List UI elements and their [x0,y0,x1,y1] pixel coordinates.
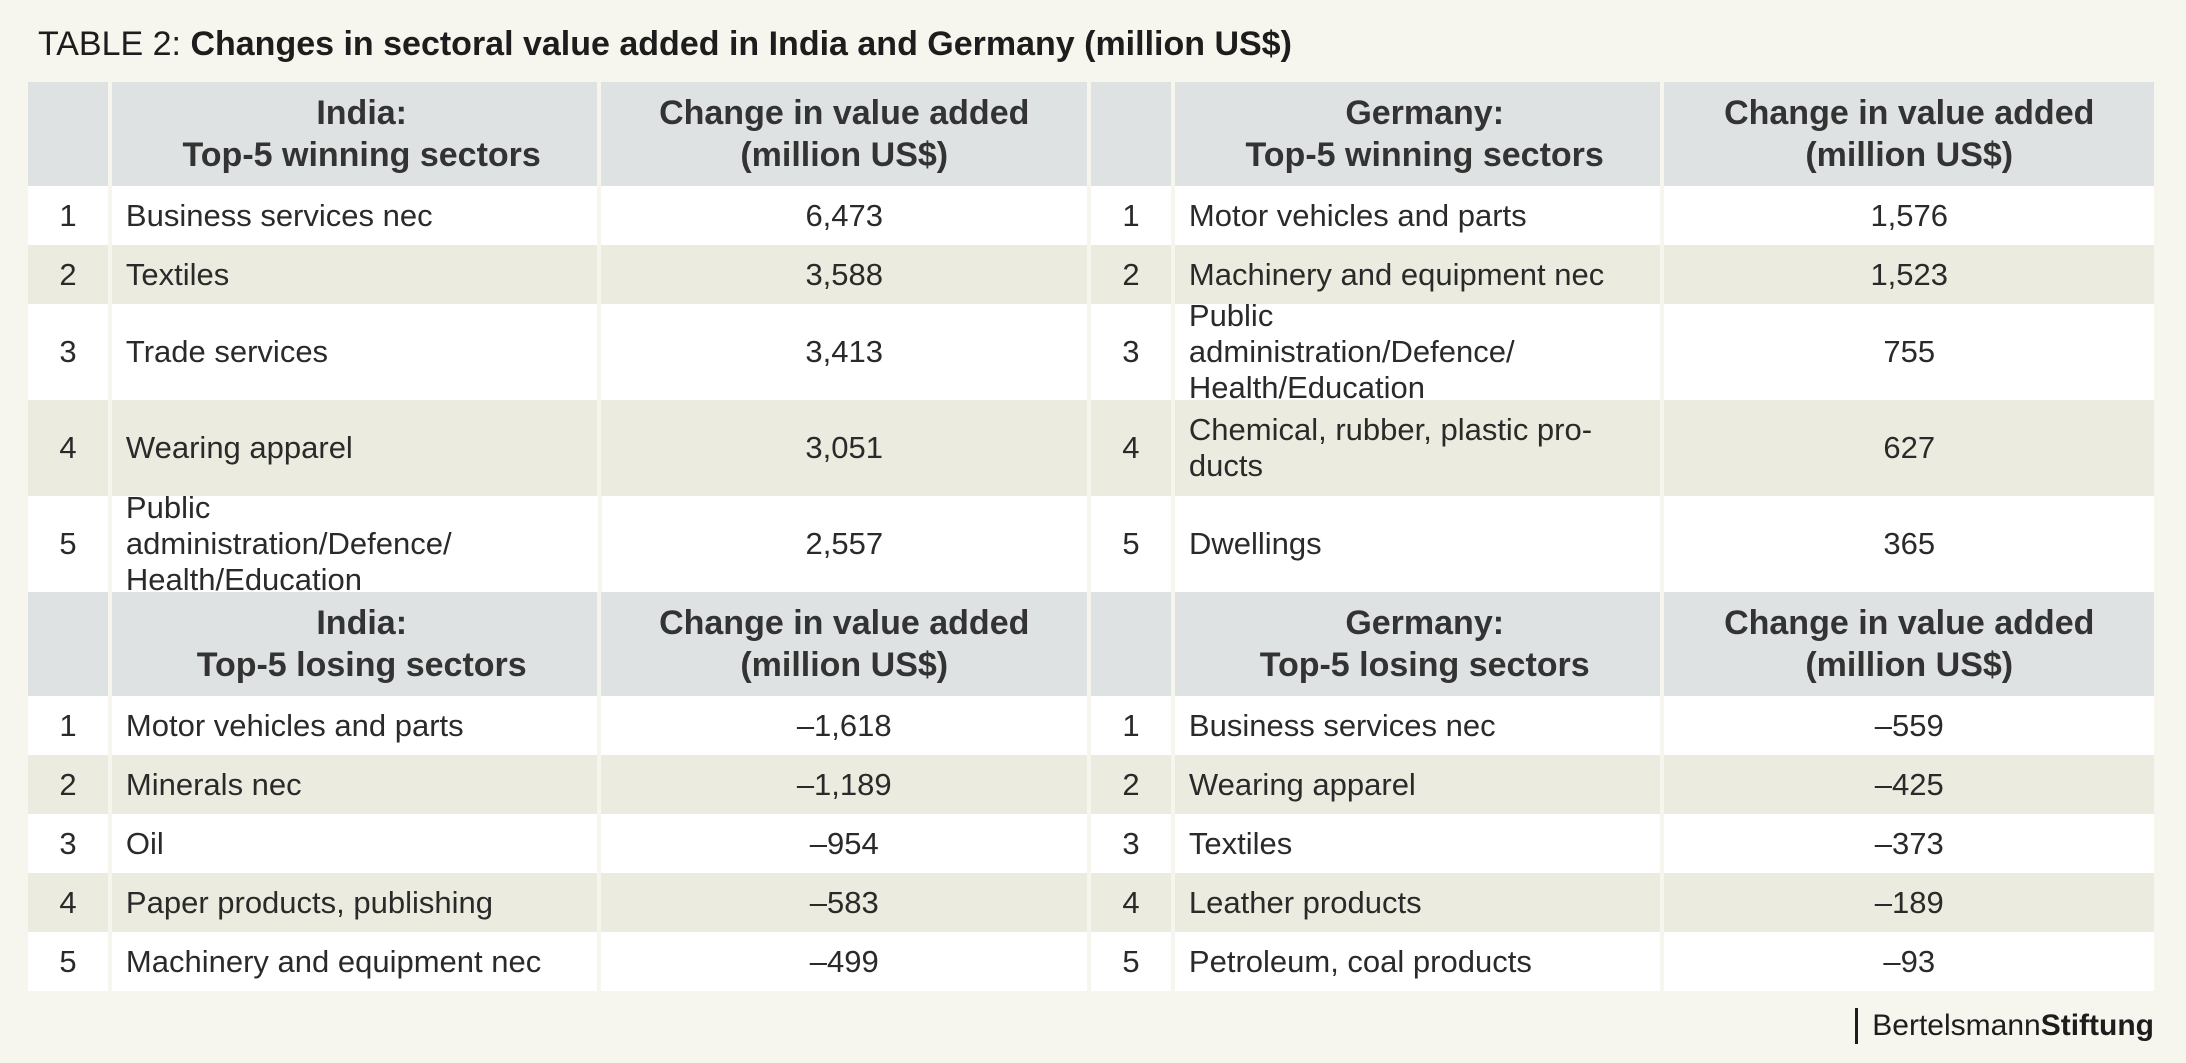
header-india-value: Change in value added (million US$) [601,82,1091,186]
germany-sector-cell: Dwellings [1174,496,1665,592]
table-title: TABLE 2: Changes in sectoral value added… [38,22,1292,66]
header-germany-value: Change in value added (million US$) [1664,592,2154,696]
germany-value-cell: –425 [1664,755,2154,814]
rank-cell: 1 [1091,696,1175,755]
rank-cell: 5 [1091,496,1175,592]
header-row-winning: India: Top-5 winning sectors Change in va… [28,82,2154,186]
rank-cell: 4 [1090,400,1175,496]
india-value-cell: –583 [601,873,1091,932]
header-rank-india [28,592,112,696]
rank-cell: 4 [1091,873,1175,932]
germany-sector-cell: Public administration/Defence/ Health/Ed… [1174,298,1665,405]
germany-value-cell: 365 [1664,496,2154,592]
germany-sector-cell: Motor vehicles and parts [1174,186,1665,245]
india-value-cell: 3,588 [601,245,1091,304]
india-value-cell: 3,051 [601,400,1091,496]
rank-cell: 5 [28,932,112,991]
germany-value-cell: –559 [1664,696,2154,755]
rank-cell: 3 [28,304,112,400]
table-row: 3 Oil –954 3 Textiles –373 [28,814,2154,873]
rank-cell: 2 [1091,245,1175,304]
germany-sector-cell: Leather products [1174,873,1665,932]
india-sector-cell: Motor vehicles and parts [111,696,602,755]
rank-cell: 2 [28,755,112,814]
rank-cell: 4 [28,873,112,932]
india-sector-cell: Business services nec [111,186,602,245]
rank-cell: 1 [28,186,112,245]
india-value-cell: –1,618 [601,696,1091,755]
germany-value-cell: –93 [1664,932,2154,991]
india-value-cell: 3,413 [601,304,1091,400]
table-title-prefix: TABLE 2: [38,25,191,63]
rank-cell: 5 [28,496,112,592]
india-sector-cell: Machinery and equipment nec [111,932,602,991]
brand-regular: Bertelsmann [1872,1009,2041,1042]
table-row: 5 Machinery and equipment nec –499 5 Pet… [28,932,2154,991]
germany-value-cell: –373 [1664,814,2154,873]
rank-cell: 5 [1091,932,1175,991]
germany-sector-cell: Machinery and equipment nec [1174,245,1665,304]
header-rank-germany [1091,82,1175,186]
rank-cell: 2 [28,245,112,304]
header-india-value: Change in value added (million US$) [601,592,1091,696]
header-rank-germany [1091,592,1175,696]
sector-table: India: Top-5 winning sectors Change in va… [28,82,2154,991]
rank-cell: 3 [1090,304,1175,400]
india-value-cell: –1,189 [601,755,1091,814]
header-germany-winning: Germany: Top-5 winning sectors [1174,82,1665,186]
header-germany-losing: Germany: Top-5 losing sectors [1174,592,1665,696]
table-row: 4 Paper products, publishing –583 4 Leat… [28,873,2154,932]
header-row-losing: India: Top-5 losing sectors Change in val… [28,592,2154,696]
rank-cell: 1 [28,696,112,755]
table-title-main: Changes in sectoral value added in India… [190,25,1292,63]
india-sector-cell: Oil [111,814,602,873]
brand-logo: Bertelsmann Stiftung [1855,1008,2154,1044]
india-sector-cell: Textiles [111,245,602,304]
table-row: 2 Textiles 3,588 2 Machinery and equipme… [28,245,2154,304]
india-sector-cell: Wearing apparel [111,400,602,496]
table-row: 1 Business services nec 6,473 1 Motor ve… [28,186,2154,245]
germany-value-cell: 755 [1664,304,2154,400]
table-row: 1 Motor vehicles and parts –1,618 1 Busi… [28,696,2154,755]
india-sector-cell: Minerals nec [111,755,602,814]
india-value-cell: 6,473 [601,186,1091,245]
india-value-cell: –954 [601,814,1091,873]
header-india-winning: India: Top-5 winning sectors [111,82,602,186]
germany-value-cell: 1,576 [1664,186,2154,245]
india-sector-cell: Paper products, publishing [111,873,602,932]
rank-cell: 3 [28,814,112,873]
rank-cell: 4 [28,400,112,496]
brand-bold: Stiftung [2040,1009,2154,1042]
header-germany-value: Change in value added (million US$) [1664,82,2154,186]
germany-value-cell: 627 [1664,400,2154,496]
germany-sector-cell: Business services nec [1174,696,1665,755]
india-sector-cell: Trade services [111,304,602,400]
germany-sector-cell: Chemical, rubber, plastic pro- ducts [1174,400,1665,496]
header-rank-india [28,82,112,186]
table-row: 3 Trade services 3,413 3 Public administ… [28,298,2154,405]
india-sector-cell: Public administration/Defence/ Health/Ed… [111,490,602,597]
header-india-losing: India: Top-5 losing sectors [111,592,602,696]
table-row: 4 Wearing apparel 3,051 4 Chemical, rubb… [28,400,2154,496]
rank-cell: 2 [1091,755,1175,814]
india-value-cell: 2,557 [601,496,1092,592]
rank-cell: 1 [1091,186,1175,245]
table-row: 2 Minerals nec –1,189 2 Wearing apparel … [28,755,2154,814]
germany-sector-cell: Textiles [1174,814,1665,873]
table-row: 5 Public administration/Defence/ Health/… [28,490,2154,597]
india-value-cell: –499 [601,932,1091,991]
rank-cell: 3 [1091,814,1175,873]
germany-value-cell: 1,523 [1664,245,2154,304]
germany-sector-cell: Wearing apparel [1174,755,1665,814]
germany-sector-cell: Petroleum, coal products [1174,932,1665,991]
logo-divider [1855,1008,1859,1044]
germany-value-cell: –189 [1664,873,2154,932]
